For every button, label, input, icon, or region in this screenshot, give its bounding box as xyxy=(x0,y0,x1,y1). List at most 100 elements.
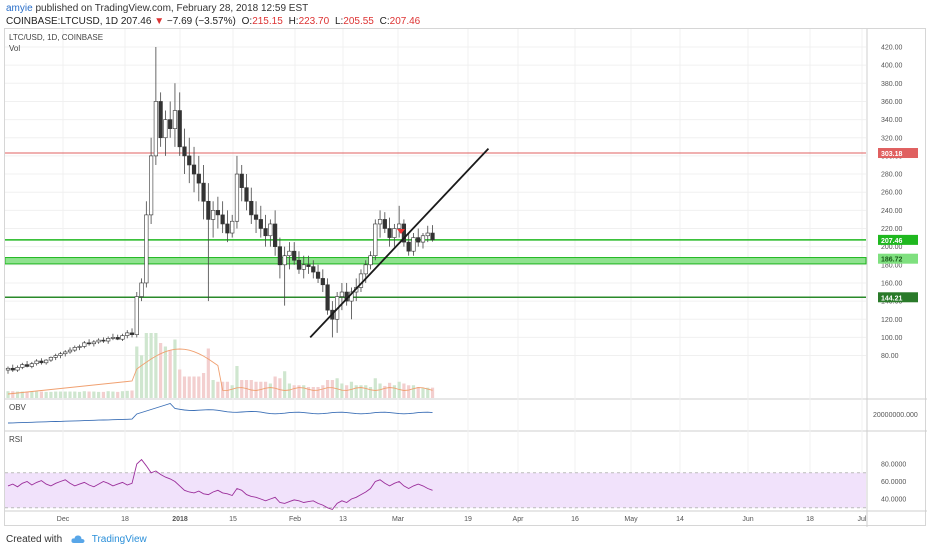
rsi-line xyxy=(7,458,433,511)
x-tick-label: Jul xyxy=(858,516,867,523)
volume-bar xyxy=(268,383,272,398)
x-tick-label: 13 xyxy=(339,516,347,523)
candle-body xyxy=(63,351,68,355)
candle-body xyxy=(249,200,254,216)
volume-bar xyxy=(273,376,277,398)
down-arrow-icon: ▼ xyxy=(154,16,165,27)
x-tick-label: 15 xyxy=(229,516,237,523)
created-with-label: Created with xyxy=(6,534,63,545)
volume-bar xyxy=(421,388,425,398)
volume-bar xyxy=(254,381,258,398)
support-zone xyxy=(5,257,867,265)
candle-body xyxy=(239,173,244,188)
volume-bar xyxy=(306,387,311,398)
candle-body xyxy=(397,223,402,229)
volume-bar xyxy=(20,391,24,398)
volume-bar xyxy=(373,378,377,398)
volume-bar xyxy=(130,390,134,398)
candle-body xyxy=(430,232,435,241)
close-value: 207.46 xyxy=(389,16,421,27)
pane-title: LTC/USD, 1D, COINBASE xyxy=(9,33,103,42)
y-tick-label: 260.00 xyxy=(881,190,903,197)
volume-bar xyxy=(87,391,91,398)
candle-body xyxy=(301,264,306,270)
candle-body xyxy=(406,241,411,252)
candle-body xyxy=(268,223,273,237)
x-tick-label: Feb xyxy=(289,516,301,523)
price-label: 144.21 xyxy=(881,295,903,302)
y-tick-label: 120.00 xyxy=(881,317,903,324)
candle-body xyxy=(48,357,54,361)
change-value: −7.69 (−3.57%) xyxy=(166,16,236,27)
candle-body xyxy=(234,173,240,222)
rsi-label: RSI xyxy=(9,435,22,444)
price-label: 303.18 xyxy=(881,151,903,158)
candle-body xyxy=(58,353,63,356)
candle-body xyxy=(67,349,73,353)
tradingview-brand[interactable]: TradingView xyxy=(91,534,147,545)
candle-body xyxy=(201,182,206,202)
volume-label: Vol xyxy=(9,44,20,53)
candle-body xyxy=(182,146,187,157)
volume-bar xyxy=(73,391,77,398)
volume-bar xyxy=(201,373,206,398)
volume-bar xyxy=(230,385,234,398)
volume-bar xyxy=(25,391,29,398)
candle-body xyxy=(306,264,311,267)
candle-body xyxy=(263,228,268,237)
volume-bar xyxy=(325,380,330,398)
y-tick-label: 420.00 xyxy=(881,45,903,52)
sell-marker-icon xyxy=(397,229,405,234)
candle-body xyxy=(287,250,292,257)
volume-bar xyxy=(149,333,153,398)
volume-bar xyxy=(430,387,435,398)
candle-body xyxy=(91,341,96,345)
candle-body xyxy=(230,220,235,234)
author-link[interactable]: amyie xyxy=(6,3,33,14)
volume-bar xyxy=(349,381,354,398)
candle-body xyxy=(315,271,321,279)
high-label: H: xyxy=(288,16,299,27)
candle-body xyxy=(258,219,263,229)
volume-bar xyxy=(368,387,373,398)
candle-body xyxy=(153,101,158,157)
trendline xyxy=(309,148,490,339)
candle-body xyxy=(86,342,92,345)
candle-body xyxy=(168,119,173,129)
candle-body xyxy=(34,360,39,365)
candle-body xyxy=(96,339,101,343)
price-label: 186.72 xyxy=(881,257,903,264)
price-chart[interactable]: 420.00400.00380.00360.00340.00320.00300.… xyxy=(5,29,927,527)
x-tick-label: 14 xyxy=(676,516,684,523)
candle-body xyxy=(311,266,316,273)
volume-bar xyxy=(297,385,301,398)
candle-body xyxy=(339,291,345,297)
candle-body xyxy=(172,110,178,129)
volume-ma-line xyxy=(7,348,433,395)
candle-body xyxy=(373,223,378,257)
volume-bar xyxy=(116,391,120,398)
volume-bar xyxy=(263,381,268,398)
volume-bar xyxy=(163,346,168,398)
volume-bar xyxy=(345,385,349,398)
candle-body xyxy=(24,364,30,367)
volume-bar xyxy=(120,391,125,398)
volume-bar xyxy=(6,391,10,398)
open-value: 215.15 xyxy=(252,16,283,27)
candle-body xyxy=(101,339,106,342)
volume-bar xyxy=(111,391,115,398)
volume-bar xyxy=(159,343,163,398)
volume-bar xyxy=(426,387,430,398)
candle-body xyxy=(363,264,368,275)
y-tick-label: 180.00 xyxy=(881,262,903,269)
y-tick-label: 320.00 xyxy=(881,135,903,142)
volume-bar xyxy=(30,391,34,398)
y-tick-label: 240.00 xyxy=(881,208,903,215)
candle-body xyxy=(5,367,11,371)
candle-body xyxy=(39,360,44,364)
candle-body xyxy=(215,210,220,216)
volume-bar xyxy=(392,385,396,398)
volume-bar xyxy=(249,380,253,398)
close-label: C: xyxy=(379,16,390,27)
chart-frame[interactable]: 420.00400.00380.00360.00340.00320.00300.… xyxy=(4,28,927,527)
